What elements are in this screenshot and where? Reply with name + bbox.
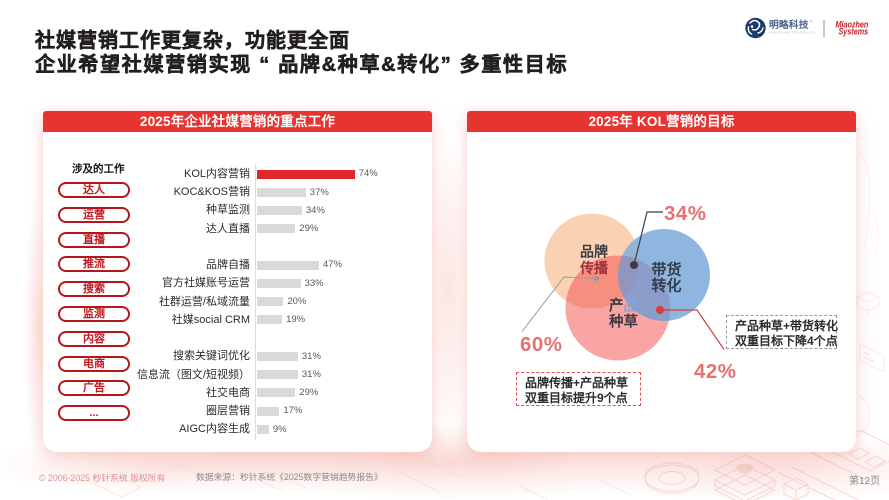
svg-text:品牌: 品牌 [580, 244, 608, 260]
svg-text:种草: 种草 [608, 313, 638, 331]
svg-text:传播: 传播 [579, 260, 609, 276]
svg-text:®: ® [810, 18, 814, 24]
svg-text:Miaozhen: Miaozhen [836, 18, 869, 29]
svg-text:带货: 带货 [651, 261, 681, 279]
svg-text:转化: 转化 [651, 277, 681, 295]
svg-text:MININGLAMP TECHNOLOGY: MININGLAMP TECHNOLOGY [769, 30, 816, 34]
svg-text:产品: 产品 [609, 297, 638, 315]
svg-text:Systems: Systems [839, 25, 869, 36]
svg-text:明略科技: 明略科技 [769, 18, 809, 31]
